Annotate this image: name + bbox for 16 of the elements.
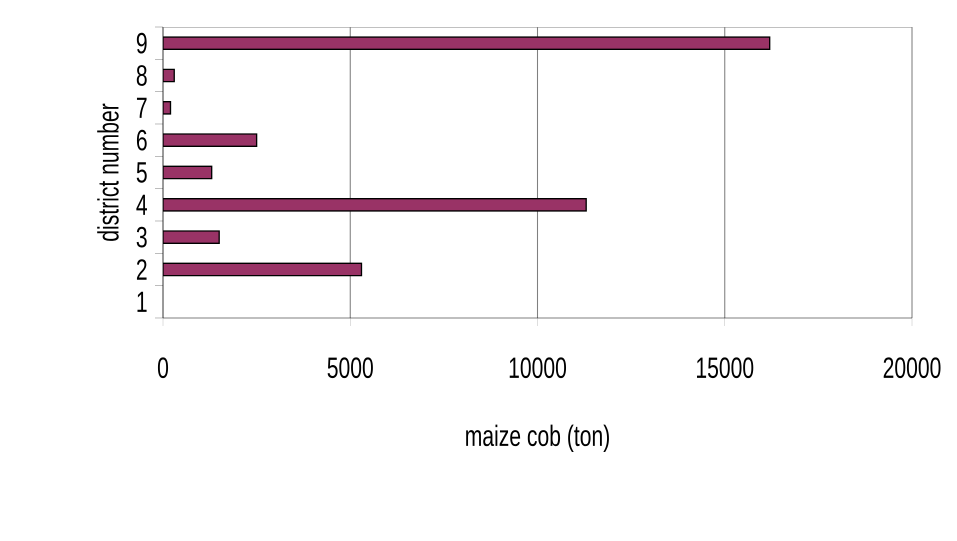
x-tick-label: 5000 (328, 357, 373, 378)
x-axis-title: maize cob (ton) (466, 424, 609, 452)
y-tick-label: 5 (136, 162, 147, 183)
y-tick-label: 9 (136, 32, 147, 54)
y-tick-label: 8 (136, 65, 147, 86)
y-tick-label: 1 (137, 292, 147, 312)
y-axis-title: district number (97, 104, 119, 241)
x-tick-label: 0 (158, 357, 168, 378)
x-tick-label: 15000 (697, 357, 754, 378)
x-tick-label: 10000 (510, 357, 566, 378)
y-tick-label: 4 (136, 194, 148, 215)
x-tick-label: 20000 (884, 357, 941, 378)
y-tick-label: 3 (136, 226, 147, 248)
y-tick-label: 7 (136, 98, 147, 118)
y-tick-label: 6 (136, 130, 147, 151)
y-tick-label: 2 (136, 259, 147, 280)
